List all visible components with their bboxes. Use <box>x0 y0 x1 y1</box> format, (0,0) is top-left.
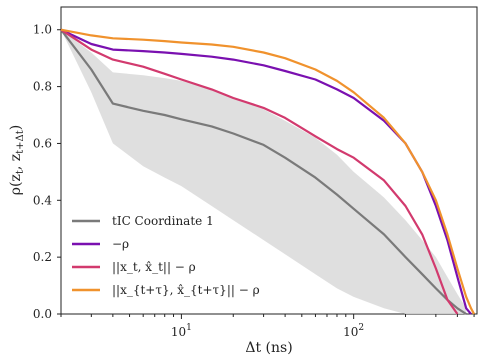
x-axis-label: Δt (ns) <box>245 340 292 356</box>
y-axis-label: ρ(zt, zt+Δt) <box>8 125 26 196</box>
y-tick-label: 0.2 <box>33 250 52 264</box>
confidence-bands <box>61 29 467 314</box>
series-line <box>60 28 476 315</box>
legend-label: ||x_t, x̂_t|| − ρ <box>112 260 196 274</box>
plot-frame <box>60 6 478 315</box>
x-axis: 101 102 <box>60 314 475 339</box>
legend: tIC Coordinate 1 −ρ ||x_t, x̂_t|| − ρ ||x_{… <box>72 214 260 297</box>
y-axis: 0.0 0.2 0.4 0.6 0.8 1.0 <box>33 23 61 321</box>
legend-label: tIC Coordinate 1 <box>112 214 214 228</box>
x-tick-label: 101 <box>171 323 192 339</box>
confidence-band <box>61 29 467 314</box>
legend-label: ||x_{t+τ}, x̂_{t+τ}|| − ρ <box>112 283 260 297</box>
y-tick-label: 0.6 <box>33 136 52 150</box>
series-line <box>60 28 459 315</box>
y-tick-label: 0.4 <box>33 193 52 207</box>
x-tick-label: 102 <box>343 323 364 339</box>
y-tick-label: 0.0 <box>33 307 52 321</box>
series-lines <box>60 28 476 315</box>
legend-label: −ρ <box>112 237 129 251</box>
series-line <box>60 28 472 315</box>
series-line <box>60 29 467 315</box>
y-tick-label: 1.0 <box>33 23 52 37</box>
y-tick-label: 0.8 <box>33 80 52 94</box>
